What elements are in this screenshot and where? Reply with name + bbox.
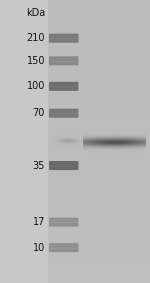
FancyBboxPatch shape (49, 243, 78, 252)
FancyBboxPatch shape (49, 109, 78, 118)
Text: 35: 35 (33, 160, 45, 171)
Text: kDa: kDa (26, 8, 45, 18)
FancyBboxPatch shape (50, 38, 78, 39)
FancyBboxPatch shape (49, 34, 78, 43)
FancyBboxPatch shape (50, 222, 78, 223)
Text: 100: 100 (27, 81, 45, 91)
Text: 17: 17 (33, 217, 45, 227)
Text: 70: 70 (33, 108, 45, 118)
FancyBboxPatch shape (50, 248, 78, 249)
FancyBboxPatch shape (49, 161, 78, 170)
FancyBboxPatch shape (49, 56, 78, 65)
FancyBboxPatch shape (49, 82, 78, 91)
Text: 210: 210 (27, 33, 45, 43)
Text: 10: 10 (33, 243, 45, 253)
FancyBboxPatch shape (50, 113, 78, 114)
FancyBboxPatch shape (50, 86, 78, 87)
Text: 150: 150 (27, 56, 45, 66)
FancyBboxPatch shape (50, 61, 78, 62)
FancyBboxPatch shape (49, 218, 78, 227)
FancyBboxPatch shape (50, 166, 78, 167)
